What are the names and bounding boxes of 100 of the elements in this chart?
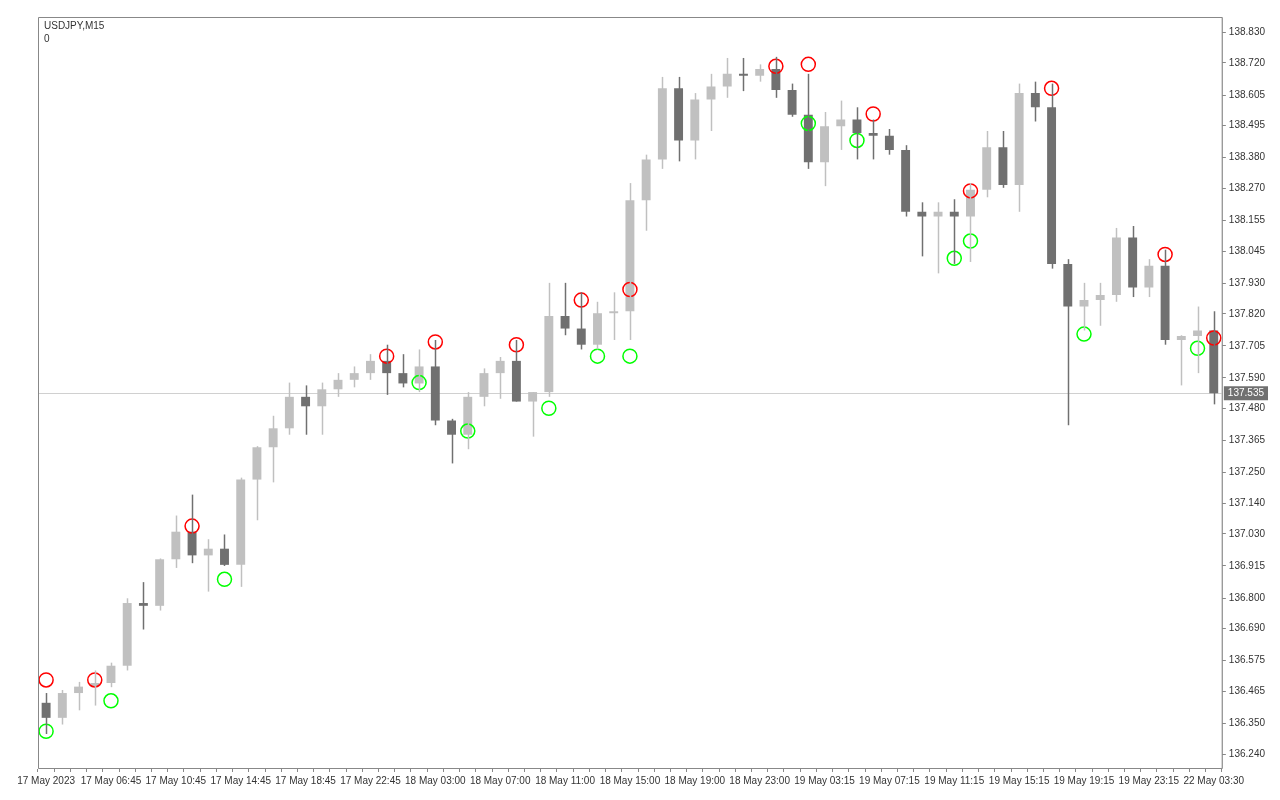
y-tick-label: 138.605 (1228, 88, 1266, 100)
candlestick (1144, 258, 1154, 298)
point (103, 693, 119, 709)
x-tick-label: 17 May 18:45 (275, 774, 337, 786)
candlestick (609, 291, 619, 341)
candlestick (982, 130, 992, 199)
y-tick-label: 138.045 (1228, 244, 1266, 256)
y-tick-label: 138.155 (1228, 214, 1266, 226)
y-tick-label: 137.250 (1228, 466, 1266, 478)
point (622, 348, 638, 364)
point (87, 672, 103, 688)
y-tick-label: 137.480 (1228, 402, 1266, 414)
x-tick-label: 19 May 19:15 (1053, 774, 1115, 786)
point (427, 334, 444, 350)
x-tick-label: 18 May 07:00 (469, 774, 531, 786)
x-tick-label: 22 May 03:30 (1183, 774, 1245, 786)
y-tick-label: 136.240 (1228, 747, 1266, 759)
point (1189, 340, 1206, 357)
y-tick-label: 137.820 (1228, 307, 1266, 319)
candlestick (430, 339, 440, 426)
x-tick-label: 18 May 15:00 (599, 774, 661, 786)
point (768, 58, 784, 75)
candlestick (738, 57, 748, 92)
y-tick-label: 138.830 (1228, 26, 1266, 38)
candlestick (933, 201, 943, 275)
point (411, 374, 427, 391)
point (1157, 246, 1173, 263)
candlestick (593, 301, 602, 351)
y-tick-label: 137.365 (1228, 434, 1266, 446)
point (508, 336, 525, 353)
candlestick (268, 415, 278, 484)
x-tick-label: 18 May 19:00 (664, 774, 726, 786)
candlestick (1111, 227, 1121, 303)
x-tick-label: 19 May 11:15 (924, 774, 985, 786)
point (573, 292, 590, 308)
point (541, 400, 557, 416)
candlestick (787, 82, 797, 118)
x-tick-label: 17 May 22:45 (340, 774, 402, 786)
candlestick (1176, 334, 1186, 387)
y-tick-label: 138.380 (1228, 151, 1266, 163)
candlestick (41, 692, 51, 735)
point (184, 518, 200, 534)
y-tick-label: 136.690 (1228, 622, 1266, 634)
candlestick (1014, 82, 1024, 213)
candlestick (57, 689, 67, 726)
point (849, 132, 865, 149)
candlestick (998, 130, 1008, 189)
y-tick-label: 138.720 (1228, 56, 1266, 68)
candlestick (544, 282, 554, 398)
y-tick-label: 138.270 (1228, 182, 1266, 194)
point (38, 672, 54, 688)
point (216, 571, 233, 588)
candlestick (252, 445, 262, 522)
y-tick-label: 136.465 (1228, 685, 1266, 697)
point (946, 250, 963, 267)
y-tick-label: 136.800 (1228, 591, 1266, 603)
x-tick-label: 19 May 23:15 (1118, 774, 1180, 786)
candlestick (657, 76, 667, 170)
point (865, 106, 881, 122)
x-tick-label: 18 May 23:00 (729, 774, 791, 786)
candlestick (868, 118, 878, 161)
candlestick (122, 597, 132, 672)
annotation: USDJPY,M15 (44, 19, 105, 31)
y-tick-label: 136.575 (1228, 654, 1266, 666)
y-tick-label: 137.140 (1228, 497, 1266, 509)
ref-line-label: 137.535 (1227, 386, 1265, 398)
candlestick (528, 391, 538, 438)
candlestick (138, 581, 148, 631)
y-tick-label: 136.350 (1228, 717, 1266, 729)
x-tick-label: 18 May 03:00 (405, 774, 467, 786)
annotation: 0 (44, 32, 50, 44)
x-tick-label: 19 May 03:15 (794, 774, 856, 786)
x-tick-label: 17 May 14:45 (210, 774, 272, 786)
point (800, 56, 817, 73)
candlestick (1063, 258, 1073, 426)
point (378, 348, 395, 364)
x-tick-label: 17 May 06:45 (80, 774, 142, 786)
y-tick-label: 138.495 (1228, 119, 1266, 131)
candlestick (641, 153, 651, 232)
point (1076, 326, 1092, 342)
point (589, 348, 606, 364)
candlestick (901, 144, 911, 218)
x-tick-label: 19 May 07:15 (859, 774, 921, 786)
point (1043, 80, 1060, 97)
candlestick (349, 365, 359, 389)
point (622, 281, 638, 298)
candlestick (820, 111, 829, 187)
point (800, 115, 817, 132)
candlestick (560, 282, 570, 336)
point (962, 183, 979, 199)
point (962, 233, 979, 249)
point (38, 723, 54, 739)
point (1205, 330, 1222, 346)
candlestick (155, 557, 165, 612)
candlestick (1128, 225, 1138, 298)
y-tick-label: 136.915 (1228, 559, 1266, 571)
x-tick-label: 18 May 11:00 (535, 774, 596, 786)
candlestick (917, 201, 927, 258)
x-tick-label: 17 May 10:45 (145, 774, 207, 786)
y-tick-label: 137.030 (1228, 527, 1266, 539)
